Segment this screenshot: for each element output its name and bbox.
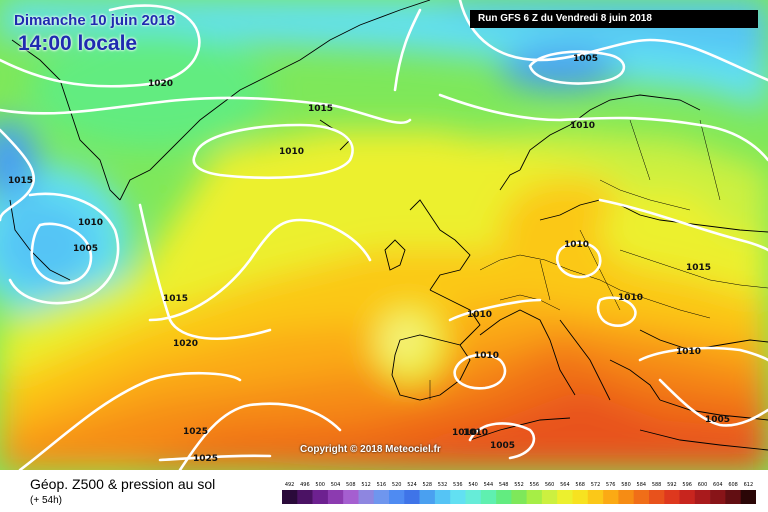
- scale-tick-label: 496: [300, 482, 310, 488]
- scale-swatch: [740, 490, 756, 504]
- isobar-label: 1010: [474, 351, 499, 361]
- scale-tick-label: 512: [361, 482, 371, 488]
- scale-swatch: [496, 490, 512, 504]
- scale-swatch: [679, 490, 696, 504]
- scale-swatch: [389, 490, 405, 504]
- scale-tick-label: 584: [637, 482, 647, 488]
- isobar-label: 1010: [452, 428, 477, 438]
- scale-swatch: [526, 490, 543, 504]
- scale-tick-label: 580: [621, 482, 631, 488]
- forecast-date: Dimanche 10 juin 2018: [14, 12, 175, 29]
- scale-swatch: [434, 490, 451, 504]
- scale-tick-label: 528: [423, 482, 433, 488]
- geopotential-field: [0, 0, 768, 470]
- scale-swatch: [633, 490, 650, 504]
- isobar-labels: 1020 1015 1010 1015 1010 1005 1005 1010 …: [8, 54, 730, 464]
- isobar-label: 1010: [463, 428, 488, 438]
- legend-subtitle: (+ 54h): [30, 495, 62, 506]
- isobar-label: 1015: [163, 294, 188, 304]
- scale-tick-label: 604: [713, 482, 723, 488]
- isobar-label: 1005: [573, 54, 598, 64]
- isobar-label: 1005: [490, 441, 515, 451]
- scale-swatch: [710, 490, 726, 504]
- scale-swatch: [282, 490, 298, 504]
- scale-tick-label: 508: [346, 482, 356, 488]
- scale-swatch: [358, 490, 375, 504]
- scale-tick-label: 600: [698, 482, 708, 488]
- isobars: [0, 0, 768, 470]
- scale-swatch: [373, 490, 390, 504]
- scale-tick-label: 536: [453, 482, 463, 488]
- scale-tick-label: 596: [682, 482, 692, 488]
- scale-swatch: [541, 490, 558, 504]
- scale-tick-label: 492: [285, 482, 295, 488]
- scale-swatch: [297, 490, 313, 504]
- isobar-label: 1010: [676, 347, 701, 357]
- scale-tick-label: 564: [560, 482, 570, 488]
- isobar-label: 1010: [279, 147, 304, 157]
- isobar-label: 1010: [564, 240, 589, 250]
- isobar-label: 1015: [8, 176, 33, 186]
- scale-swatch: [618, 490, 634, 504]
- scale-swatch: [480, 490, 497, 504]
- isobar-label: 1010: [618, 293, 643, 303]
- isobar-label: 1005: [705, 415, 730, 425]
- copyright-text: Copyright © 2018 Meteociel.fr: [300, 444, 441, 455]
- scale-tick-label: 540: [468, 482, 478, 488]
- isobar-label: 1025: [183, 427, 208, 437]
- scale-swatch: [557, 490, 573, 504]
- scale-swatch: [603, 490, 619, 504]
- isobar-label: 1015: [686, 263, 711, 273]
- scale-tick-label: 556: [530, 482, 540, 488]
- color-scale: 492 496 500 504 508 512 516 520 524 528 532 536 540 5…: [282, 482, 756, 504]
- scale-tick-label: 552: [514, 482, 524, 488]
- scale-swatch: [404, 490, 420, 504]
- forecast-map: 1020 1015 1010 1015 1010 1005 1005 1010 …: [0, 0, 768, 470]
- forecast-hour: 14:00 locale: [18, 32, 138, 55]
- scale-swatch: [465, 490, 482, 504]
- scale-tick-label: 532: [438, 482, 448, 488]
- scale-tick-label: 568: [575, 482, 585, 488]
- model-run-label: Run GFS 6 Z du Vendredi 8 juin 2018: [470, 10, 758, 28]
- isobar-label: 1020: [173, 339, 198, 349]
- scale-tick-label: 524: [407, 482, 417, 488]
- scale-tick-label: 592: [667, 482, 677, 488]
- scale-tick-label: 608: [728, 482, 738, 488]
- scale-swatch: [450, 490, 466, 504]
- scale-swatch: [327, 490, 344, 504]
- scale-tick-label: 588: [652, 482, 662, 488]
- isobar-label: 1010: [467, 310, 492, 320]
- scale-tick-label: 572: [591, 482, 601, 488]
- scale-swatch: [419, 490, 436, 504]
- isobar-label: 1015: [308, 104, 333, 114]
- legend-title: Géop. Z500 & pression au sol: [30, 476, 216, 492]
- scale-tick-label: 516: [377, 482, 387, 488]
- isobar-label: 1025: [193, 454, 218, 464]
- scale-tick-label: 548: [499, 482, 509, 488]
- scale-swatch: [312, 490, 329, 504]
- scale-tick-label: 504: [331, 482, 341, 488]
- scale-tick-label: 576: [606, 482, 616, 488]
- scale-tick-label: 612: [744, 482, 754, 488]
- scale-swatch: [664, 490, 680, 504]
- isobar-label: 1010: [570, 121, 595, 131]
- scale-swatch: [587, 490, 604, 504]
- scale-swatch: [572, 490, 589, 504]
- scale-swatch: [694, 490, 711, 504]
- scale-tick-label: 500: [315, 482, 325, 488]
- scale-swatch: [725, 490, 741, 504]
- scale-tick-label: 520: [392, 482, 402, 488]
- scale-tick-label: 560: [545, 482, 555, 488]
- isobar-label: 1005: [73, 244, 98, 254]
- isobar-label: 1010: [78, 218, 103, 228]
- isobar-label: 1020: [148, 79, 173, 89]
- scale-swatch: [649, 490, 665, 504]
- scale-swatch: [511, 490, 527, 504]
- scale-swatch: [343, 490, 359, 504]
- scale-tick-label: 544: [484, 482, 494, 488]
- coastlines: [9, 0, 768, 451]
